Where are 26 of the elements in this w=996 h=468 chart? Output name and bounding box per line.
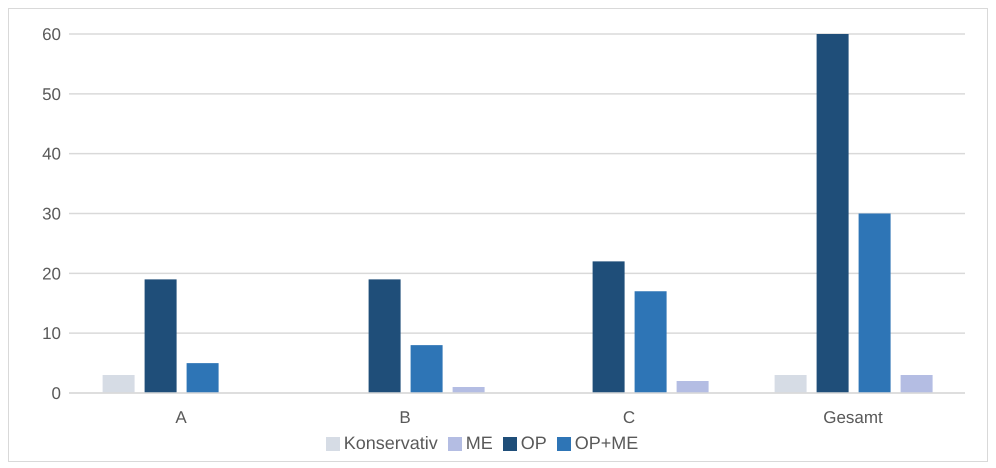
x-tick-label: C xyxy=(622,408,636,428)
bar xyxy=(186,363,219,393)
bar xyxy=(816,34,849,393)
bar xyxy=(452,387,485,393)
legend-label: Konservativ xyxy=(344,433,438,453)
bar xyxy=(144,279,177,393)
bar xyxy=(592,261,625,393)
bar xyxy=(410,345,443,393)
x-tick-label: Gesamt xyxy=(823,408,884,428)
y-tick-label: 50 xyxy=(42,84,61,104)
bar xyxy=(368,279,401,393)
x-tick-label: B xyxy=(399,408,411,428)
y-tick-label: 0 xyxy=(52,384,61,404)
bar xyxy=(634,291,667,393)
bar xyxy=(676,381,709,393)
bar xyxy=(900,375,933,393)
y-tick-label: 10 xyxy=(42,324,61,344)
legend-label: OP xyxy=(520,433,547,453)
y-tick-label: 30 xyxy=(42,204,61,224)
y-tick-label: 60 xyxy=(42,25,61,44)
x-tick-label: A xyxy=(175,408,188,428)
y-tick-label: 20 xyxy=(42,264,61,284)
y-tick-label: 40 xyxy=(42,144,61,164)
bar xyxy=(858,214,891,393)
legend-label: OP+ME xyxy=(574,433,638,453)
legend-label: ME xyxy=(466,433,493,453)
